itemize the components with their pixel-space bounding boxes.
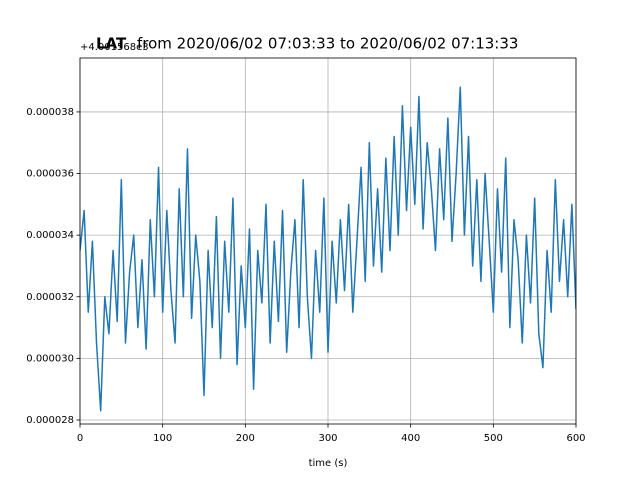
x-tick-label: 600: [566, 433, 585, 444]
x-tick-label: 0: [77, 433, 83, 444]
y-tick-label: 0.000030: [26, 353, 74, 364]
x-tick-label: 100: [153, 433, 172, 444]
y-offset-label: +4.001568e3: [80, 42, 149, 53]
y-tick-label: 0.000038: [26, 107, 74, 118]
plot-frame: [79, 57, 577, 425]
x-tick-label: 400: [401, 433, 420, 444]
title-prefix: LAT: [96, 35, 127, 53]
data-line: [80, 86, 576, 412]
x-axis-label: time (s): [309, 458, 348, 469]
y-tick-label: 0.000034: [26, 230, 74, 241]
y-tick-label: 0.000028: [26, 415, 74, 426]
x-tick-label: 200: [236, 433, 255, 444]
y-tick-label: 0.000032: [26, 292, 74, 303]
x-tick-label: 300: [318, 433, 337, 444]
y-tick-label: 0.000036: [26, 169, 74, 180]
chart-title: from 2020/06/02 07:03:33 to 2020/06/02 0…: [137, 35, 518, 53]
x-tick-label: 500: [484, 433, 503, 444]
